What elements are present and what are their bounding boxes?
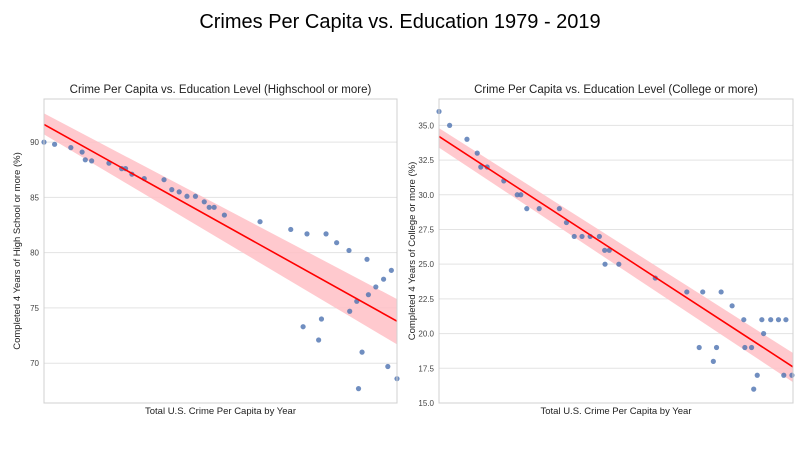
data-point — [741, 317, 747, 323]
data-point — [355, 386, 362, 392]
data-point — [759, 317, 765, 323]
data-point — [373, 284, 379, 290]
axes-frame — [43, 98, 398, 404]
data-point — [751, 386, 757, 392]
data-point — [347, 308, 353, 314]
data-point — [684, 289, 690, 295]
data-point — [602, 247, 608, 253]
data-point — [596, 233, 602, 240]
data-point — [334, 240, 340, 246]
data-point — [316, 337, 322, 343]
y-tick-label: 75 — [30, 304, 39, 313]
data-point — [380, 276, 387, 282]
data-point — [563, 219, 570, 226]
data-point — [700, 289, 706, 295]
data-point — [536, 206, 542, 212]
subplot-highschool: 70 75 80 85 90 Crime Per Capita vs. Education… — [12, 84, 400, 417]
subplot-college: 15.0 17.5 20.0 22.5 25.0 27.5 30.0 32.5 35.0 Crim… — [407, 84, 795, 417]
data-point — [478, 164, 484, 170]
data-point — [364, 256, 370, 262]
data-point — [474, 150, 480, 156]
y-tick-label: 27.5 — [418, 225, 434, 234]
data-point — [748, 344, 755, 351]
y-tick-label: 70 — [30, 359, 39, 368]
y-tick-label: 17.5 — [418, 364, 434, 373]
data-point — [304, 231, 310, 237]
y-tick-label: 90 — [30, 138, 39, 147]
data-point — [616, 261, 622, 267]
data-point — [385, 363, 391, 370]
data-point — [768, 317, 774, 323]
data-point — [79, 149, 85, 155]
data-point — [51, 141, 58, 147]
x-axis-label: Total U.S. Crime Per Capita by Year — [540, 406, 691, 417]
data-point — [710, 358, 716, 364]
data-point — [729, 303, 735, 309]
data-point — [524, 206, 530, 212]
regression-line — [438, 135, 794, 368]
x-axis-label: Total U.S. Crime Per Capita by Year — [145, 406, 296, 417]
data-point — [696, 344, 702, 351]
data-point — [323, 231, 329, 237]
data-point — [89, 158, 95, 164]
data-point — [318, 316, 325, 322]
data-point — [206, 204, 212, 210]
y-tick-label: 35.0 — [418, 121, 434, 130]
data-point — [556, 206, 562, 212]
data-point — [176, 189, 182, 195]
data-point — [602, 261, 608, 267]
data-point — [201, 199, 207, 205]
data-point — [169, 187, 175, 193]
data-point — [300, 324, 306, 330]
data-point — [718, 289, 724, 295]
y-tick-label: 85 — [30, 193, 39, 202]
confidence-band — [439, 128, 793, 383]
subplot-title: Crime Per Capita vs. Education Level (Co… — [474, 84, 758, 96]
y-tick-label: 25.0 — [418, 260, 434, 269]
data-point — [359, 349, 365, 355]
data-point — [518, 192, 524, 198]
data-point — [192, 193, 199, 199]
data-point — [713, 344, 720, 351]
data-point — [579, 233, 585, 240]
data-point — [761, 330, 767, 337]
subplot-title: Crime Per Capita vs. Education Level (Hi… — [70, 84, 372, 96]
y-tick-label: 32.5 — [418, 156, 434, 165]
data-point — [781, 372, 787, 378]
data-point — [571, 233, 577, 240]
data-point — [783, 317, 789, 323]
data-point — [68, 145, 74, 151]
data-point — [184, 193, 190, 199]
data-point — [82, 157, 88, 163]
data-point — [161, 177, 167, 183]
y-tick-label: 20.0 — [418, 330, 434, 339]
confidence-band — [44, 113, 397, 345]
y-tick-label: 30.0 — [418, 191, 434, 200]
data-point — [365, 292, 372, 298]
data-point — [257, 219, 263, 225]
data-point — [346, 247, 352, 254]
data-point — [388, 267, 394, 273]
y-tick-label: 15.0 — [418, 399, 434, 408]
y-axis-label: Completed 4 Years of High School or more… — [12, 152, 23, 350]
figure-title: Crimes Per Capita vs. Education 1979 - 2… — [199, 11, 600, 33]
y-tick-label: 80 — [30, 249, 39, 258]
data-point — [447, 122, 453, 128]
y-tick-label: 22.5 — [418, 295, 434, 304]
data-point — [464, 136, 470, 142]
regression-line — [43, 123, 398, 322]
data-point — [742, 344, 748, 351]
data-point — [221, 212, 227, 218]
data-point — [288, 226, 294, 233]
axes-frame — [438, 98, 794, 404]
data-point — [211, 204, 217, 210]
data-point — [754, 372, 760, 378]
data-point — [789, 372, 795, 378]
y-axis-label: Completed 4 Years of College or more (%) — [407, 162, 418, 340]
data-point — [775, 317, 782, 323]
